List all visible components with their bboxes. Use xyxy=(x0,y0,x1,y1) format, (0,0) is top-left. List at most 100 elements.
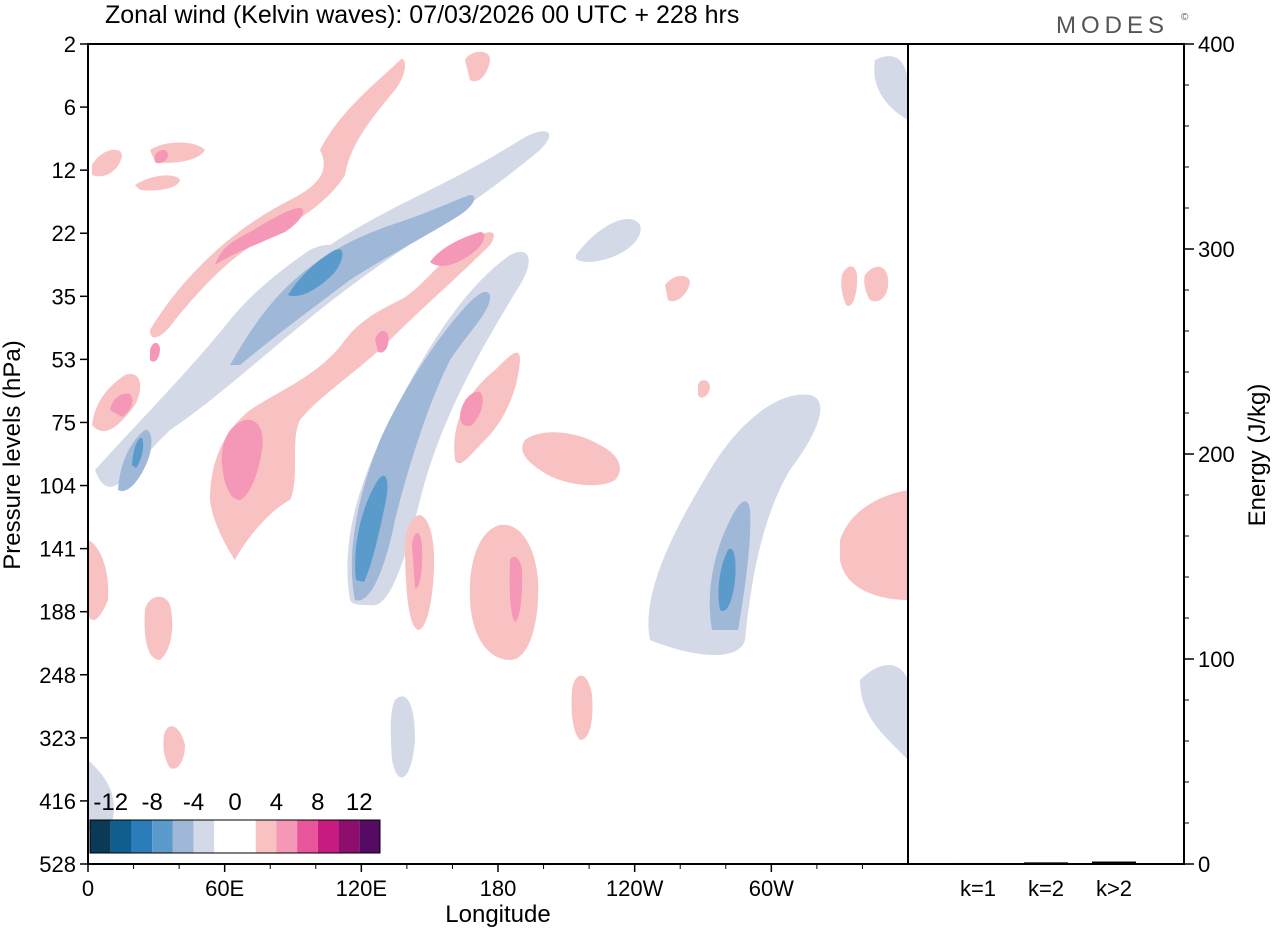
y-tick-label: 416 xyxy=(39,789,76,814)
contour-pos-east-edge xyxy=(840,490,908,600)
contour-neg-top-east xyxy=(874,56,908,120)
x-axis-label: Longitude xyxy=(445,901,550,928)
colorbar-swatch xyxy=(255,820,277,853)
contour-pos-band-2 xyxy=(210,232,494,560)
contour-neg-west-lower xyxy=(88,760,114,830)
contour-axes: 0 60E 120E 180 120W 60W 2 6 12 22 35 53 75 104 141 188 2… xyxy=(39,32,863,901)
colorbar-swatch xyxy=(276,820,298,853)
contour-pos-western-edge xyxy=(88,540,109,620)
y-tick-label: 323 xyxy=(39,726,76,751)
x-tick-label: 120W xyxy=(606,876,664,901)
colorbar-swatch xyxy=(359,820,380,853)
chart-title: Zonal wind (Kelvin waves): 07/03/2026 00… xyxy=(105,1,739,29)
contour-pos-far-east-1 xyxy=(841,266,858,306)
y-tick-label: 6 xyxy=(64,95,76,120)
energy-bar xyxy=(956,862,1000,864)
contour-pos-160W-lower xyxy=(571,675,593,740)
colorbar-tick-label: -8 xyxy=(141,789,162,816)
contour-pos-top-right xyxy=(465,51,490,82)
contour-pos-band-30E xyxy=(215,208,304,265)
energy-tick-label: 0 xyxy=(1198,852,1210,877)
contour-neg-core-90W xyxy=(718,548,736,611)
x-tick-label: 120E xyxy=(336,876,387,901)
contour-pos-mid xyxy=(454,352,520,464)
x-tick-label: 0 xyxy=(82,876,94,901)
colorbar-tick-label: 12 xyxy=(346,789,373,816)
contour-neg-east-lower xyxy=(860,665,908,760)
energy-category-label: k=1 xyxy=(960,876,996,901)
contour-pos-mid-right xyxy=(665,275,690,302)
contour-pos-core-60E xyxy=(221,419,263,500)
colorbar-swatch xyxy=(90,820,111,853)
y-tick-label: 75 xyxy=(52,410,76,435)
contour-pos-top-west xyxy=(92,149,122,177)
contour-pos-core-20E-upper xyxy=(150,342,160,362)
energy-bar xyxy=(1092,861,1136,864)
energy-tick-label: 100 xyxy=(1198,647,1235,672)
energy-tick-label: 400 xyxy=(1198,32,1235,57)
contour-pos-core-180-lower xyxy=(509,557,523,622)
energy-axis-label: Energy (J/kg) xyxy=(1244,384,1271,527)
contour-neg-mid-blob xyxy=(575,219,641,262)
contour-pos-20E-lower xyxy=(144,596,173,660)
y-axis-label: Pressure levels (hPa) xyxy=(0,340,26,569)
contour-pos-core-170E xyxy=(460,391,483,427)
contour-neg-core-20E xyxy=(132,437,144,468)
colorbar-swatch xyxy=(131,820,153,853)
y-tick-label: 2 xyxy=(64,32,76,57)
colorbar-tick-label: 0 xyxy=(228,789,241,816)
y-tick-label: 141 xyxy=(39,537,76,562)
energy-category-label: k>2 xyxy=(1096,876,1132,901)
contour-neg-core-120E xyxy=(355,475,388,582)
contour-neg8-column xyxy=(351,291,491,601)
y-tick-label: 188 xyxy=(39,600,76,625)
positive-contours-medium xyxy=(110,149,523,622)
contour-pos-160W-blob xyxy=(522,432,620,486)
contour-pos-core-140E-lower xyxy=(412,532,423,589)
energy-category-label: k=2 xyxy=(1028,876,1064,901)
colorbar-tick-label: 4 xyxy=(270,789,283,816)
colorbar-swatch xyxy=(110,820,132,853)
x-tick-label: 180 xyxy=(480,876,517,901)
y-tick-label: 248 xyxy=(39,663,76,688)
contour-pos-top-mid xyxy=(135,175,180,191)
colorbar-swatch xyxy=(297,820,318,853)
contour-pos-120W-small xyxy=(698,380,710,398)
y-tick-label: 53 xyxy=(52,347,76,372)
contour-pos-dateline-blob xyxy=(469,524,539,660)
contour-pos-upper-band xyxy=(150,59,405,338)
y-tick-label: 22 xyxy=(52,221,76,246)
colorbar-swatch xyxy=(152,820,173,853)
energy-axes: 0 100 200 300 400 k=1 k=2 k>2 xyxy=(960,32,1235,901)
contour-pos-core-130E xyxy=(375,330,389,353)
colorbar-swatch xyxy=(193,820,215,853)
contour-neg8-upper xyxy=(230,195,475,365)
contour-neg-lower-blob xyxy=(390,696,415,778)
colorbar-swatch xyxy=(235,820,256,853)
y-tick-label: 104 xyxy=(39,474,76,499)
contour-pos-core-50E-upper xyxy=(155,149,168,164)
colorbar-swatch xyxy=(214,820,235,853)
colorbar: -12 -8 -4 0 4 8 12 xyxy=(89,789,381,854)
energy-bar xyxy=(1024,862,1068,864)
colorbar-swatch xyxy=(172,820,194,853)
negative-contours-dark xyxy=(132,249,736,611)
colorbar-swatch xyxy=(317,820,339,853)
colorbar-tick-label: 8 xyxy=(311,789,324,816)
contour-pos-30E-lower xyxy=(163,726,185,769)
colorbar-swatch xyxy=(338,820,360,853)
positive-contours-light xyxy=(88,51,908,769)
x-tick-label: 60E xyxy=(205,876,244,901)
brand-copyright-mark: © xyxy=(1181,12,1189,23)
y-tick-label: 35 xyxy=(52,284,76,309)
energy-panel xyxy=(907,43,1185,865)
energy-bars xyxy=(956,861,1136,864)
y-tick-label: 528 xyxy=(39,852,76,877)
energy-tick-label: 200 xyxy=(1198,442,1235,467)
colorbar-frame xyxy=(89,819,381,854)
contour-panel xyxy=(87,43,909,865)
x-tick-label: 60W xyxy=(749,876,794,901)
contour-neg-core-90E xyxy=(288,249,343,297)
contour-pos-core-20E xyxy=(110,393,133,417)
